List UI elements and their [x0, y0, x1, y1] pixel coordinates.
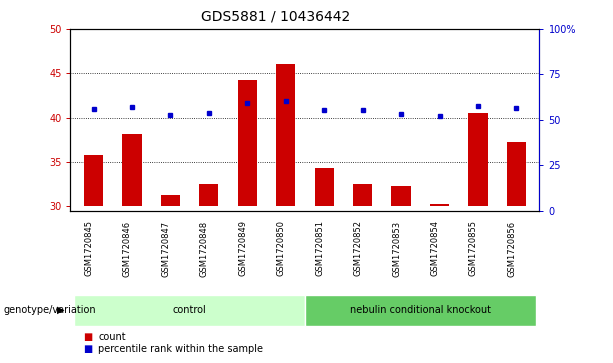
Bar [314, 168, 334, 206]
Bar [392, 186, 411, 206]
Text: GSM1720853: GSM1720853 [392, 220, 401, 277]
Text: count: count [98, 331, 126, 342]
Text: GSM1720849: GSM1720849 [238, 220, 247, 276]
Bar [468, 113, 487, 206]
Bar [238, 80, 257, 206]
Bar [507, 142, 526, 206]
Text: genotype/variation: genotype/variation [3, 305, 96, 315]
Bar [123, 134, 142, 206]
Text: percentile rank within the sample: percentile rank within the sample [98, 344, 263, 354]
Text: GSM1720855: GSM1720855 [469, 220, 478, 276]
Bar [353, 184, 372, 206]
Bar [74, 295, 305, 326]
Text: GSM1720846: GSM1720846 [123, 220, 132, 277]
Text: GSM1720856: GSM1720856 [508, 220, 516, 277]
Text: control: control [173, 305, 207, 315]
Bar [84, 155, 103, 206]
Text: GSM1720852: GSM1720852 [354, 220, 363, 276]
Bar [199, 184, 218, 206]
Text: GSM1720845: GSM1720845 [85, 220, 94, 276]
Text: GSM1720847: GSM1720847 [161, 220, 170, 277]
Bar [276, 65, 295, 206]
Text: ■: ■ [83, 331, 92, 342]
Text: GSM1720850: GSM1720850 [276, 220, 286, 276]
Text: ■: ■ [83, 344, 92, 354]
Bar [161, 196, 180, 206]
Text: GSM1720848: GSM1720848 [200, 220, 209, 277]
Text: ▶: ▶ [57, 305, 64, 315]
Bar [305, 295, 536, 326]
Text: nebulin conditional knockout: nebulin conditional knockout [350, 305, 491, 315]
Bar [430, 204, 449, 206]
Text: GSM1720854: GSM1720854 [430, 220, 440, 276]
Text: GDS5881 / 10436442: GDS5881 / 10436442 [201, 9, 351, 23]
Text: GSM1720851: GSM1720851 [315, 220, 324, 276]
